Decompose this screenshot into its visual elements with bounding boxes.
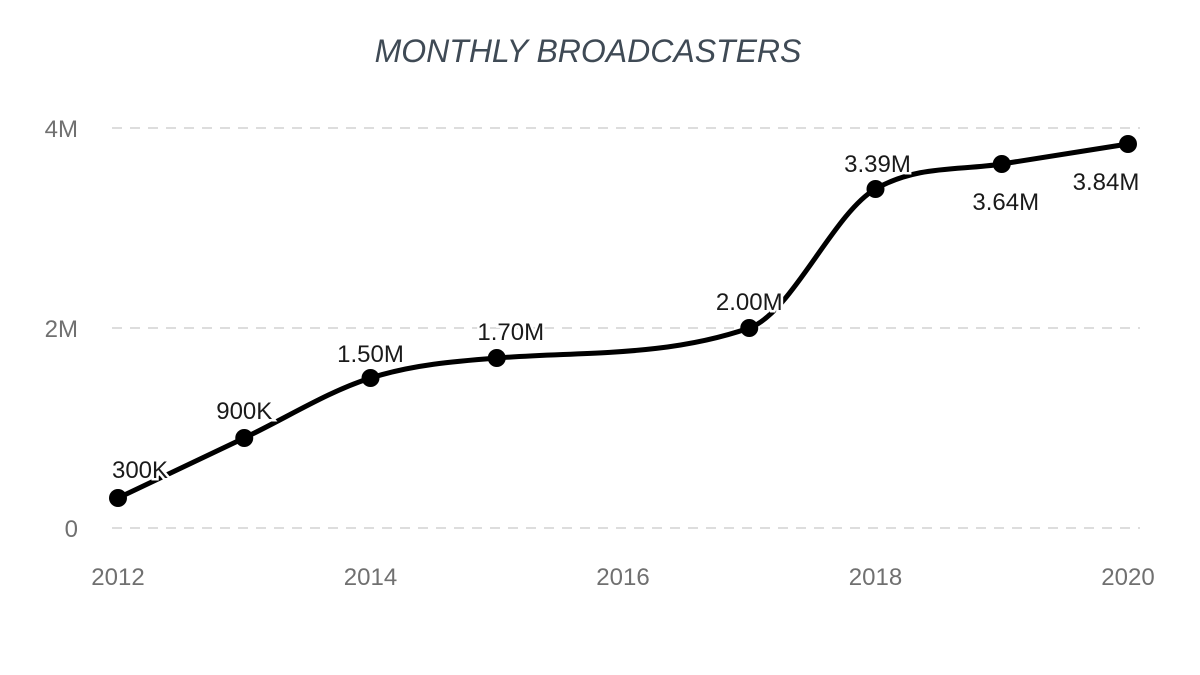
data-label: 3.39M (844, 151, 911, 178)
data-label: 300K (112, 457, 168, 484)
data-point (487, 349, 506, 367)
y-tick-label: 4M (45, 116, 78, 143)
data-point (740, 319, 759, 337)
x-tick-label: 2018 (849, 564, 902, 591)
data-point (109, 489, 127, 507)
y-tick-label: 0 (65, 516, 78, 543)
data-label: 3.84M (1073, 169, 1140, 196)
y-tick-label: 2M (45, 316, 78, 343)
data-point (992, 155, 1011, 173)
x-tick-label: 2016 (596, 564, 649, 591)
x-tick-label: 2020 (1101, 564, 1154, 591)
data-label: 1.50M (337, 341, 404, 368)
gridlines (112, 127, 1140, 529)
data-point (361, 369, 380, 387)
data-points (109, 135, 1137, 507)
data-label: 900K (216, 398, 272, 425)
x-tick-label: 2012 (91, 564, 144, 591)
chart-title: MONTHLY BROADCASTERS (375, 33, 802, 69)
data-point (1119, 135, 1137, 153)
data-labels: 300K 900K 1.50M 1.70M 2.00M 3.39M 3.64M 3.84M (109, 149, 1141, 487)
data-point (235, 429, 254, 447)
data-label: 2.00M (716, 289, 783, 316)
data-point (866, 180, 885, 198)
series-line (115, 141, 1131, 501)
x-axis-ticks: 2012 2014 2016 2018 2020 (91, 564, 1154, 591)
data-label: 3.64M (972, 189, 1039, 216)
y-axis-ticks: 0 2M 4M (45, 116, 78, 543)
x-tick-label: 2014 (344, 564, 397, 591)
data-label: 1.70M (477, 319, 544, 346)
